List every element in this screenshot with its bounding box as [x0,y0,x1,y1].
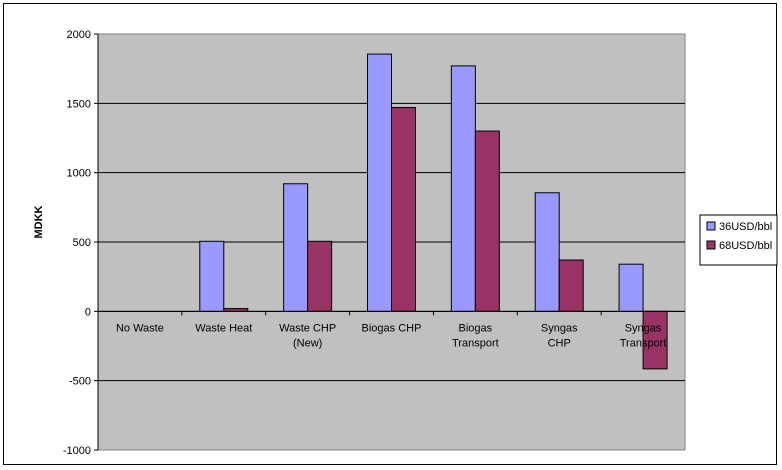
bars [199,53,668,370]
x-tick-label: Biogas CHP [362,322,422,334]
y-tick-label: 1500 [67,98,91,110]
legend: 36USD/bbl 68USD/bbl [699,214,778,266]
bar-2-7 [642,310,668,370]
x-tick-label: Transport [620,337,667,349]
bar-2-4 [391,106,416,312]
bar-1-6 [534,192,560,312]
bar-1-7 [618,263,644,312]
bar-1-2 [199,240,225,312]
y-tick-label: 1000 [67,168,91,180]
bar-2-5 [474,130,500,312]
legend-swatch-2 [706,240,716,250]
x-tick-labels: No Waste Waste Heat Waste CHP (New) Biogas C… [97,311,667,349]
legend-label-1: 36USD/bbl [719,221,772,233]
x-tick-label: Syngas [541,322,578,334]
x-tick-label: Transport [452,337,499,349]
bar-2-3 [307,240,333,312]
legend-swatch-1 [706,221,716,231]
legend-label-2: 68USD/bbl [719,240,772,252]
y-axis-label: MDKK [33,205,45,238]
bar-1-3 [283,183,309,312]
x-tick-label: (New) [293,337,322,349]
x-tick-label: Biogas [459,322,493,334]
y-tick-label: -1000 [63,445,91,457]
x-tick-label: CHP [548,337,571,349]
y-tick-labels: -1000 -500 0 500 1000 1500 2000 [63,29,98,457]
x-tick-label: No Waste [116,322,164,334]
bar-1-5 [450,65,476,312]
bar-2-6 [558,259,584,312]
x-tick-label: Waste CHP [279,322,336,334]
y-tick-label: 2000 [67,29,91,41]
x-tick-label: Waste Heat [195,322,252,334]
y-tick-label: 0 [85,306,91,318]
y-tick-label: -500 [69,376,91,388]
x-tick-label: Syngas [625,322,662,334]
bar-1-4 [367,53,392,312]
y-tick-label: 500 [73,237,91,249]
